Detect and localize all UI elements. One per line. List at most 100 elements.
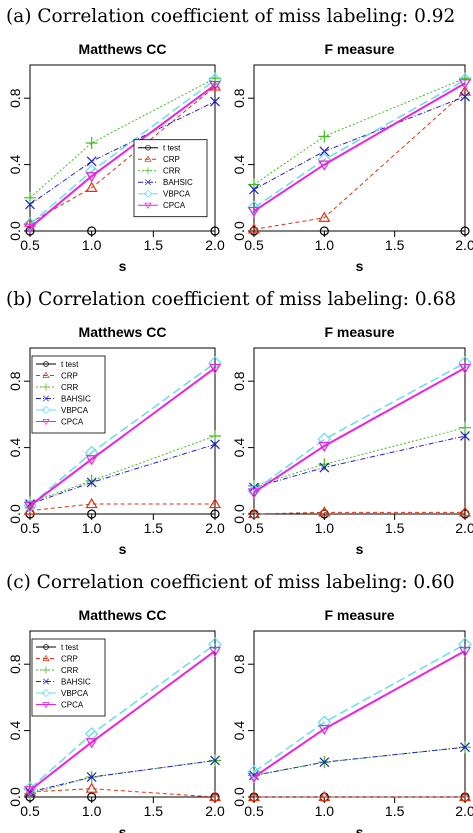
data-point [318,790,331,802]
data-point [208,363,222,375]
x-tick-label: 1.0 [82,520,102,536]
series-cpca [23,80,222,234]
data-point [318,211,331,222]
data-point [247,765,261,779]
data-point [318,160,331,171]
legend-label: BAHSIC [163,178,193,187]
data-point [24,191,36,204]
data-point [25,499,35,509]
x-axis-label: s [119,258,127,274]
data-point [318,506,331,517]
data-point [85,172,98,183]
data-point [87,226,97,236]
series-cpca [247,646,472,784]
x-axis-label: s [119,824,127,833]
legend: t test CRP CRR BAHSIC VBPCA CPCA [31,355,106,434]
data-point [248,178,260,191]
panel-title: Matthews CC [79,324,167,340]
legend-label: CRP [163,155,180,164]
legend: t test CRP CRR BAHSIC VBPCA CPCA [133,139,208,218]
legend-label: t test [163,144,181,153]
legend-box [133,139,208,218]
x-tick-label: 1.0 [315,237,335,253]
data-point [247,200,261,215]
x-tick-label: 1.5 [385,520,405,536]
series-line [29,79,216,225]
series-crr [24,754,221,800]
x-tick-label: 1.0 [82,803,102,819]
data-point [247,790,261,802]
data-point [247,206,261,218]
panel-title: F measure [324,324,394,340]
data-point [208,497,222,509]
series-line [29,362,216,507]
x-tick-label: 0.5 [244,803,264,819]
data-point [25,199,35,210]
series-crp [247,85,472,234]
series-line [29,503,215,512]
data-point [210,755,220,766]
y-tick-label: 0.4 [231,438,247,458]
y-tick-label: 0.8 [7,654,23,674]
y-tick-label: 0.0 [231,221,247,241]
y-tick-label: 0.0 [7,221,23,241]
y-tick-label: 0.4 [231,721,247,741]
series-line [29,759,216,795]
panel-title: F measure [324,41,394,57]
data-point [318,441,331,453]
panel-title: Matthews CC [79,607,167,623]
x-tick-label: 1.5 [144,237,164,253]
legend-box [31,355,106,434]
figure-block: (b) Correlation coefficient of miss labe… [6,289,473,557]
legend-label: t test [61,360,79,369]
series-crp [23,497,222,515]
legend-label: CRR [163,167,181,176]
x-tick-label: 1.5 [385,237,405,253]
series-line [253,643,466,773]
data-point [85,738,98,749]
data-point [210,439,220,450]
data-point [210,509,220,519]
x-axis-label: s [119,541,127,557]
x-tick-label: 1.0 [315,520,335,536]
data-point [458,85,472,96]
legend-label: CPCA [61,701,84,710]
legend-marker [144,155,152,162]
y-tick-label: 0.8 [231,654,247,674]
x-tick-label: 0.5 [20,237,40,253]
data-point [458,363,472,375]
chart-panel: F measure 0.5 1.0 1.5 2.0 s 0.0 0.4 0.8 [231,324,473,557]
series-line [253,367,466,494]
data-point [247,772,261,784]
series-line [253,427,466,487]
data-point [84,727,99,741]
y-tick-label: 0.4 [7,155,23,175]
data-point [458,506,472,517]
data-point [85,497,98,509]
x-tick-label: 0.5 [20,803,40,819]
data-point [208,637,222,652]
series-bahsic [249,431,470,493]
series-crr [248,741,471,782]
data-point [86,477,97,488]
series-t-test [25,509,220,519]
plot-frame [253,64,466,232]
series-t-test [249,509,470,519]
figure-caption: (b) Correlation coefficient of miss labe… [6,289,456,310]
data-point [87,792,97,802]
series-line [253,746,466,776]
data-point [319,146,330,157]
y-tick-label: 0.4 [7,438,23,458]
legend-label: VBPCA [61,406,89,415]
data-point [85,455,98,466]
series-cpca [247,363,472,499]
x-tick-label: 2.0 [455,803,473,819]
x-axis-label: s [356,541,364,557]
data-point [248,479,260,492]
data-point [23,223,37,234]
legend-marker [42,419,50,426]
series-crr [248,421,471,492]
series-crr [24,429,221,509]
y-tick-label: 0.0 [231,504,247,524]
legend-label: VBPCA [61,689,89,698]
